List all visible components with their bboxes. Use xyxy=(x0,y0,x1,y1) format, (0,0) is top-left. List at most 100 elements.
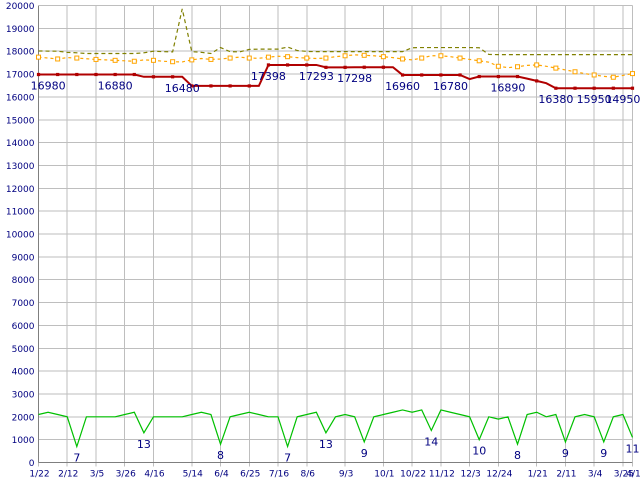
data-point-marker xyxy=(246,55,252,61)
volume-value-label: 8 xyxy=(217,449,224,462)
data-point-marker xyxy=(476,58,482,64)
data-point-marker xyxy=(208,56,214,62)
x-axis-tick-label: 3/5 xyxy=(90,470,104,480)
data-point-marker xyxy=(553,65,559,71)
data-value-label: 17398 xyxy=(251,70,286,83)
x-axis-tick-label: 12/24 xyxy=(486,470,512,480)
data-point-marker xyxy=(189,57,195,63)
x-axis-tick-label: 8/6 xyxy=(301,470,316,480)
data-point-marker xyxy=(630,71,635,77)
y-axis-tick-label: 10000 xyxy=(6,231,35,241)
data-point-marker xyxy=(400,73,405,77)
volume-value-label: 11 xyxy=(626,442,640,455)
x-axis-tick-label: 10/22 xyxy=(400,470,426,480)
volume-value-label: 13 xyxy=(137,438,151,451)
y-axis-tick-label: 11000 xyxy=(6,208,35,218)
volume-value-label: 9 xyxy=(562,447,569,460)
y-axis-tick-label: 0 xyxy=(29,459,35,469)
x-axis-tick-label: 3/4 xyxy=(588,470,603,480)
y-axis-tick-label: 1000 xyxy=(12,436,35,446)
data-point-marker xyxy=(554,86,558,90)
y-axis-tick-label: 8000 xyxy=(12,276,35,286)
data-point-marker xyxy=(305,63,309,67)
data-point-marker xyxy=(75,72,79,77)
x-axis-tick-label: 1/21 xyxy=(528,470,548,480)
y-axis-tick-label: 7000 xyxy=(12,299,35,309)
data-point-marker xyxy=(380,54,386,60)
data-value-label: 16960 xyxy=(385,80,420,93)
data-value-label: 16780 xyxy=(433,80,468,93)
data-point-marker xyxy=(132,72,136,77)
x-axis-tick-label: 9/3 xyxy=(339,470,353,480)
volume-value-label: 9 xyxy=(600,447,607,460)
x-axis-tick-label: 7/16 xyxy=(269,470,289,480)
data-point-marker xyxy=(323,55,329,61)
data-point-marker xyxy=(573,86,577,90)
data-point-marker xyxy=(265,54,271,60)
y-axis-tick-label: 18000 xyxy=(6,48,35,58)
data-point-marker xyxy=(93,56,99,62)
x-axis-tick-label: 2/11 xyxy=(556,470,576,480)
x-axis-tick-label: 5/14 xyxy=(183,470,203,480)
x-axis-tick-label: 2/12 xyxy=(58,470,78,480)
data-point-marker xyxy=(438,53,444,59)
data-point-marker xyxy=(94,72,98,77)
data-value-label: 15950 xyxy=(577,93,612,106)
x-axis-tick-label: 4/16 xyxy=(144,470,164,480)
data-point-marker xyxy=(171,75,175,79)
data-value-label: 17293 xyxy=(299,70,334,83)
data-point-marker xyxy=(362,65,366,69)
data-point-marker xyxy=(56,72,60,77)
data-value-label: 16880 xyxy=(98,80,133,93)
volume-value-label: 8 xyxy=(514,449,521,462)
data-point-marker xyxy=(400,56,406,62)
data-point-marker xyxy=(131,58,137,64)
series-line-series_main xyxy=(38,63,633,90)
data-point-marker xyxy=(150,57,156,63)
data-point-marker xyxy=(151,75,156,79)
data-point-marker xyxy=(381,65,386,69)
y-axis-tick-label: 15000 xyxy=(6,116,35,126)
x-axis-tick-label: 6/25 xyxy=(240,470,260,480)
y-axis-tick-label: 9000 xyxy=(12,253,35,263)
data-value-label: 16980 xyxy=(31,80,66,93)
data-point-marker xyxy=(495,63,501,69)
data-point-marker xyxy=(477,74,481,79)
y-axis-tick-label: 20000 xyxy=(6,2,35,12)
series-line-series_mid xyxy=(38,54,633,78)
data-point-marker xyxy=(361,52,367,58)
data-value-label: 14950 xyxy=(605,93,640,106)
data-point-marker xyxy=(592,86,596,90)
y-axis-tick-label: 4000 xyxy=(12,368,35,378)
series-line-series_high xyxy=(38,8,633,56)
data-point-marker xyxy=(285,63,290,67)
data-point-marker xyxy=(304,55,310,61)
data-point-marker xyxy=(227,55,233,61)
y-axis-tick-label: 6000 xyxy=(12,322,35,332)
data-point-marker xyxy=(266,63,271,67)
data-point-marker xyxy=(285,54,291,60)
data-value-label: 16380 xyxy=(538,93,573,106)
data-point-marker xyxy=(611,86,615,90)
x-axis-tick-label: 4/1 xyxy=(626,470,640,480)
data-point-marker xyxy=(112,57,118,63)
data-point-marker xyxy=(496,74,500,79)
data-point-marker xyxy=(420,73,424,77)
data-point-marker xyxy=(36,72,41,77)
volume-value-label: 14 xyxy=(424,436,438,449)
x-axis-tick-label: 11/12 xyxy=(429,470,455,480)
volume-value-label: 13 xyxy=(319,438,333,451)
data-point-marker xyxy=(55,56,61,62)
volume-value-label: 7 xyxy=(73,452,80,465)
data-point-marker xyxy=(74,55,80,61)
y-axis-tick-label: 19000 xyxy=(6,25,35,35)
data-point-marker xyxy=(591,72,597,78)
y-axis-tick-label: 14000 xyxy=(6,139,35,149)
data-point-marker xyxy=(534,62,540,68)
data-point-marker xyxy=(247,84,251,88)
data-value-label: 17298 xyxy=(337,72,372,85)
data-point-marker xyxy=(419,55,425,61)
data-point-marker xyxy=(170,59,176,65)
